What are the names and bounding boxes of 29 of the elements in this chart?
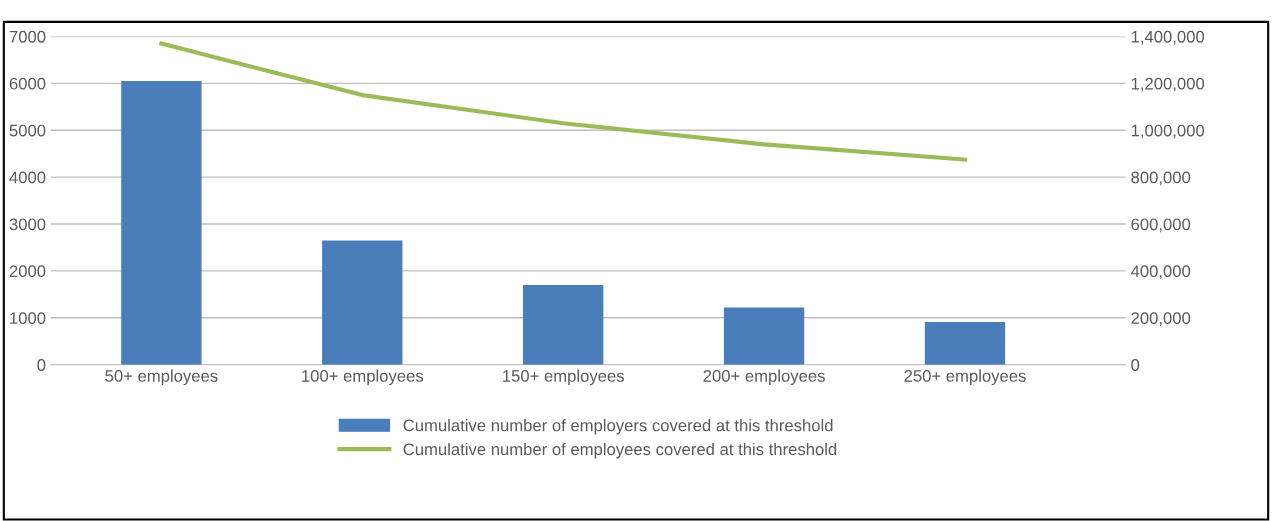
bar (723, 307, 805, 365)
x-tick-label: 200+ employees (703, 369, 825, 386)
y-tick-label: 0 (37, 359, 46, 371)
y2-tick-label: 400,000 (1130, 265, 1191, 280)
bar (322, 240, 403, 365)
legend-label: Cumulative number of employees covered at this threshold (403, 442, 837, 459)
x-tick-label: 150+ employees (503, 369, 624, 386)
bar (523, 284, 604, 365)
y-tick-label: 5000 (9, 124, 46, 137)
legend-label: Cumulative number of employers covered at this threshold (403, 419, 833, 435)
y2-tick-label: 200,000 (1131, 312, 1191, 326)
y-tick-label: 2000 (9, 265, 46, 278)
y2-tick-label: 1,200,000 (1131, 77, 1205, 92)
y2-tick-label: 800,000 (1131, 171, 1191, 186)
y-tick-label: 1000 (10, 312, 46, 325)
y2-tick-label: 600,000 (1131, 218, 1191, 233)
bar (924, 322, 1006, 365)
y-tick-label: 7000 (9, 30, 46, 43)
y2-tick-label: 1,400,000 (1131, 30, 1205, 45)
bar (121, 81, 202, 365)
y2-tick-label: 1,000,000 (1131, 124, 1205, 139)
line-series (159, 41, 968, 162)
x-tick-label: 100+ employees (302, 369, 424, 386)
y-tick-label: 3000 (9, 218, 46, 231)
y-tick-label: 6000 (9, 77, 46, 90)
y2-tick-label: 0 (1131, 359, 1140, 371)
y-tick-label: 4000 (9, 171, 46, 184)
x-tick-label: 50+ employees (105, 369, 218, 386)
x-tick-label: 250+ employees (904, 369, 1026, 386)
